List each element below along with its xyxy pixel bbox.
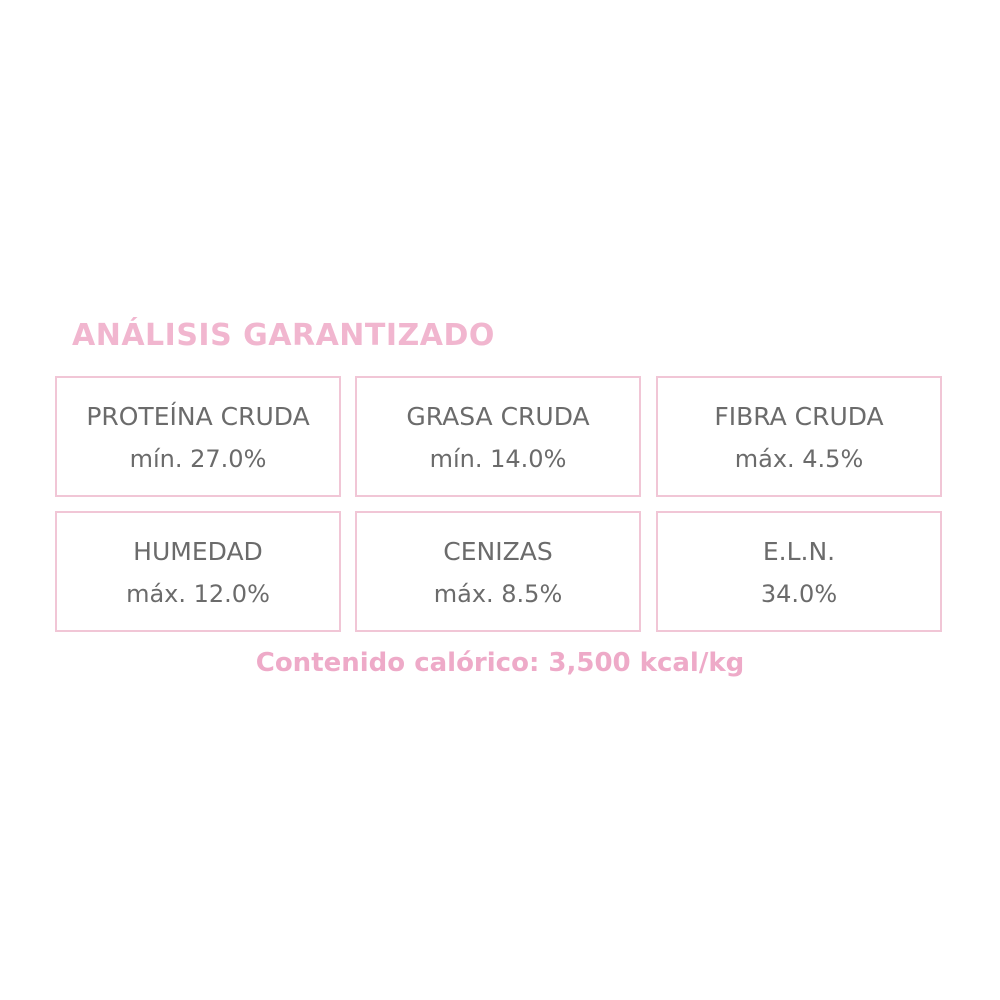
cell-label: PROTEÍNA CRUDA	[86, 402, 310, 431]
analysis-cell: FIBRA CRUDA máx. 4.5%	[656, 376, 942, 497]
analysis-cell: E.L.N. 34.0%	[656, 511, 942, 632]
cell-label: GRASA CRUDA	[406, 402, 590, 431]
analysis-cell: HUMEDAD máx. 12.0%	[55, 511, 341, 632]
footer: Contenido calórico: 3,500 kcal/kg	[255, 648, 745, 678]
analysis-cell: GRASA CRUDA mín. 14.0%	[355, 376, 641, 497]
cell-label: HUMEDAD	[133, 537, 263, 566]
analysis-cell: PROTEÍNA CRUDA mín. 27.0%	[55, 376, 341, 497]
title: ANÁLISIS GARANTIZADO	[72, 318, 495, 353]
cell-label: FIBRA CRUDA	[714, 402, 884, 431]
analysis-cell: CENIZAS máx. 8.5%	[355, 511, 641, 632]
cell-label: E.L.N.	[762, 537, 836, 566]
cell-value: máx. 12.0%	[126, 580, 270, 608]
cell-value: mín. 27.0%	[129, 445, 267, 473]
cell-value: máx. 8.5%	[433, 580, 563, 608]
cell-value: máx. 4.5%	[734, 445, 864, 473]
cell-value: 34.0%	[760, 580, 838, 608]
cell-value: mín. 14.0%	[429, 445, 567, 473]
cell-label: CENIZAS	[443, 537, 553, 566]
